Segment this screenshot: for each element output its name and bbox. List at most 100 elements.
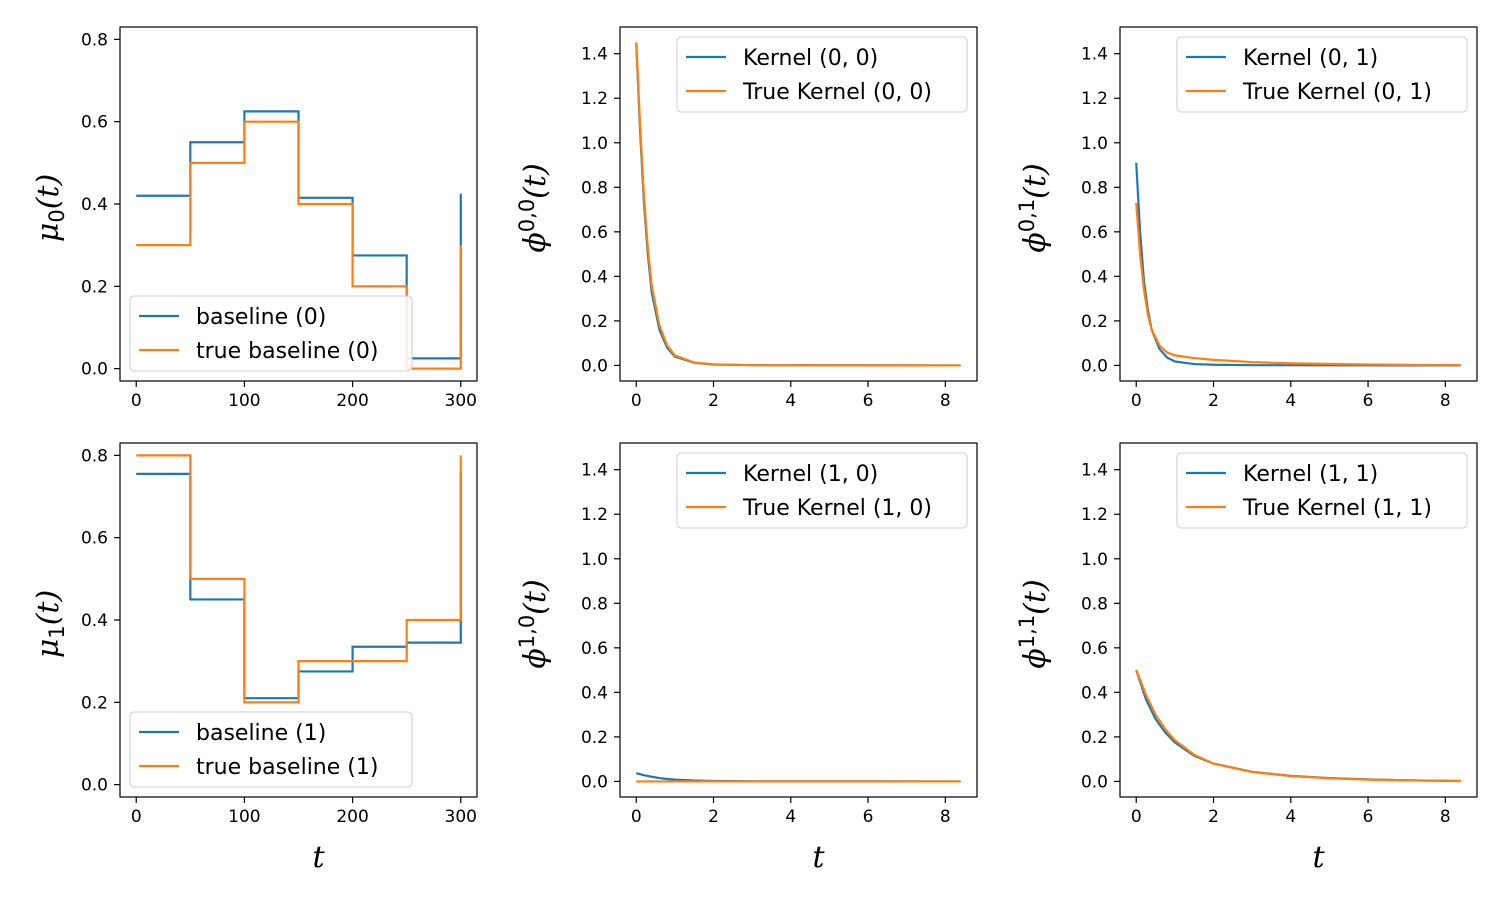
series-line-1 [635, 42, 961, 367]
y-tick-label: 0.6 [81, 529, 108, 549]
y-tick-label: 0.2 [581, 312, 608, 332]
x-axis-label: t [812, 840, 825, 875]
y-tick-label: 0.8 [581, 178, 608, 198]
legend-label: Kernel (1, 0) [743, 462, 878, 487]
subplot-phi10: 0 2 4 6 8 0.0 0.2 0.4 0.6 0.8 1.0 1.2 1.4 ϕ1,0(t) t Ker… [515, 442, 978, 875]
y-axis-label: ϕ0,1(t) [1015, 163, 1053, 252]
x-tick-label: 4 [785, 807, 796, 827]
axes-frame [1119, 26, 1478, 382]
y-tick-label: 1.2 [581, 89, 608, 109]
y-tick-label: 0.6 [581, 223, 608, 243]
x-tick-label: 8 [1440, 391, 1451, 411]
y-tick-label: 0.4 [581, 267, 608, 287]
x-tick-label: 4 [1285, 391, 1296, 411]
legend: baseline (1) true baseline (1) [129, 711, 413, 788]
x-tick-label: 4 [785, 391, 796, 411]
subplot-mu0: 0 100 200 300 0.0 0.2 0.4 0.6 0.8 μ0(t) baseline (… [31, 26, 478, 411]
x-axis-label: t [312, 840, 325, 875]
y-tick-label: 1.4 [581, 45, 608, 65]
y-tick-label: 1.0 [1081, 134, 1108, 154]
x-tick-label: 2 [1208, 391, 1219, 411]
series-line-0 [1135, 669, 1461, 783]
legend-label: True Kernel (0, 0) [742, 80, 932, 105]
x-tick-label: 2 [1208, 807, 1219, 827]
y-axis-label: μ1(t) [31, 590, 69, 658]
x-tick-label: 8 [940, 807, 951, 827]
y-axis-label: μ0(t) [31, 174, 69, 242]
legend-label: Kernel (0, 0) [743, 46, 878, 71]
x-tick-label: 0 [631, 391, 642, 411]
y-tick-label: 1.0 [581, 134, 608, 154]
y-tick-label: 0.4 [81, 611, 108, 631]
series-line-1 [1135, 202, 1461, 367]
legend: Kernel (1, 0) True Kernel (1, 0) [676, 452, 968, 529]
y-tick-label: 0.8 [581, 594, 608, 614]
legend: baseline (0) true baseline (0) [129, 295, 413, 372]
legend: Kernel (1, 1) True Kernel (1, 1) [1176, 452, 1468, 529]
y-tick-label: 0.0 [581, 356, 608, 376]
x-tick-label: 0 [1131, 807, 1142, 827]
y-tick-label: 1.2 [581, 505, 608, 525]
legend-label: True Kernel (1, 1) [1242, 496, 1432, 521]
subplot-phi00: 0 2 4 6 8 0.0 0.2 0.4 0.6 0.8 1.0 1.2 1.4 ϕ0,0(t) Kern… [515, 26, 978, 411]
x-tick-label: 6 [1363, 807, 1374, 827]
series-line-1 [1135, 669, 1461, 783]
legend-label: true baseline (1) [196, 755, 378, 780]
y-tick-label: 1.4 [1081, 461, 1108, 481]
y-tick-label: 1.0 [581, 550, 608, 570]
x-tick-label: 0 [131, 807, 142, 827]
legend-box [1176, 36, 1468, 113]
y-tick-label: 0.0 [81, 776, 108, 796]
legend-box [1176, 452, 1468, 529]
y-tick-label: 0.0 [581, 772, 608, 792]
legend-label: baseline (1) [196, 721, 326, 746]
x-tick-label: 100 [228, 807, 260, 827]
legend-label: True Kernel (0, 1) [1242, 80, 1432, 105]
y-axis-label: ϕ0,0(t) [515, 163, 553, 252]
series-line-1 [136, 454, 462, 704]
subplot-phi11: 0 2 4 6 8 0.0 0.2 0.4 0.6 0.8 1.0 1.2 1.4 ϕ1,1(t) t Ker… [1015, 442, 1478, 875]
x-axis-label: t [1312, 840, 1325, 875]
x-tick-label: 6 [863, 807, 874, 827]
x-tick-label: 2 [708, 391, 719, 411]
y-tick-label: 0.4 [1081, 683, 1108, 703]
legend-box [129, 711, 413, 788]
legend: Kernel (0, 1) True Kernel (0, 1) [1176, 36, 1468, 113]
y-tick-label: 1.2 [1081, 505, 1108, 525]
x-tick-label: 8 [940, 391, 951, 411]
axes-frame [619, 26, 978, 382]
legend: Kernel (0, 0) True Kernel (0, 0) [676, 36, 968, 113]
series-line-0 [635, 772, 961, 783]
x-tick-label: 6 [863, 391, 874, 411]
legend-label: true baseline (0) [196, 339, 378, 364]
x-tick-label: 0 [1131, 391, 1142, 411]
subplot-phi01: 0 2 4 6 8 0.0 0.2 0.4 0.6 0.8 1.0 1.2 1.4 ϕ0,1(t) Kern… [1015, 26, 1478, 411]
y-tick-label: 0.8 [1081, 178, 1108, 198]
x-tick-label: 300 [445, 807, 477, 827]
y-tick-label: 1.4 [581, 461, 608, 481]
y-tick-label: 0.4 [1081, 267, 1108, 287]
y-tick-label: 0.2 [81, 277, 108, 297]
y-axis-label: ϕ1,0(t) [515, 579, 553, 668]
y-tick-label: 1.4 [1081, 45, 1108, 65]
y-tick-label: 0.8 [81, 446, 108, 466]
series-line-0 [1135, 162, 1461, 367]
y-tick-label: 1.0 [1081, 550, 1108, 570]
y-tick-label: 0.6 [1081, 639, 1108, 659]
x-tick-label: 8 [1440, 807, 1451, 827]
y-tick-label: 0.0 [1081, 356, 1108, 376]
y-tick-label: 0.2 [1081, 728, 1108, 748]
legend-label: Kernel (0, 1) [1243, 46, 1378, 71]
x-tick-label: 300 [445, 391, 477, 411]
y-tick-label: 0.4 [81, 195, 108, 215]
x-tick-label: 100 [228, 391, 260, 411]
x-tick-label: 0 [131, 391, 142, 411]
y-tick-label: 0.8 [1081, 594, 1108, 614]
legend-box [676, 36, 968, 113]
y-tick-label: 0.0 [81, 360, 108, 380]
legend-box [129, 295, 413, 372]
x-tick-label: 2 [708, 807, 719, 827]
y-tick-label: 0.6 [1081, 223, 1108, 243]
x-tick-label: 0 [631, 807, 642, 827]
